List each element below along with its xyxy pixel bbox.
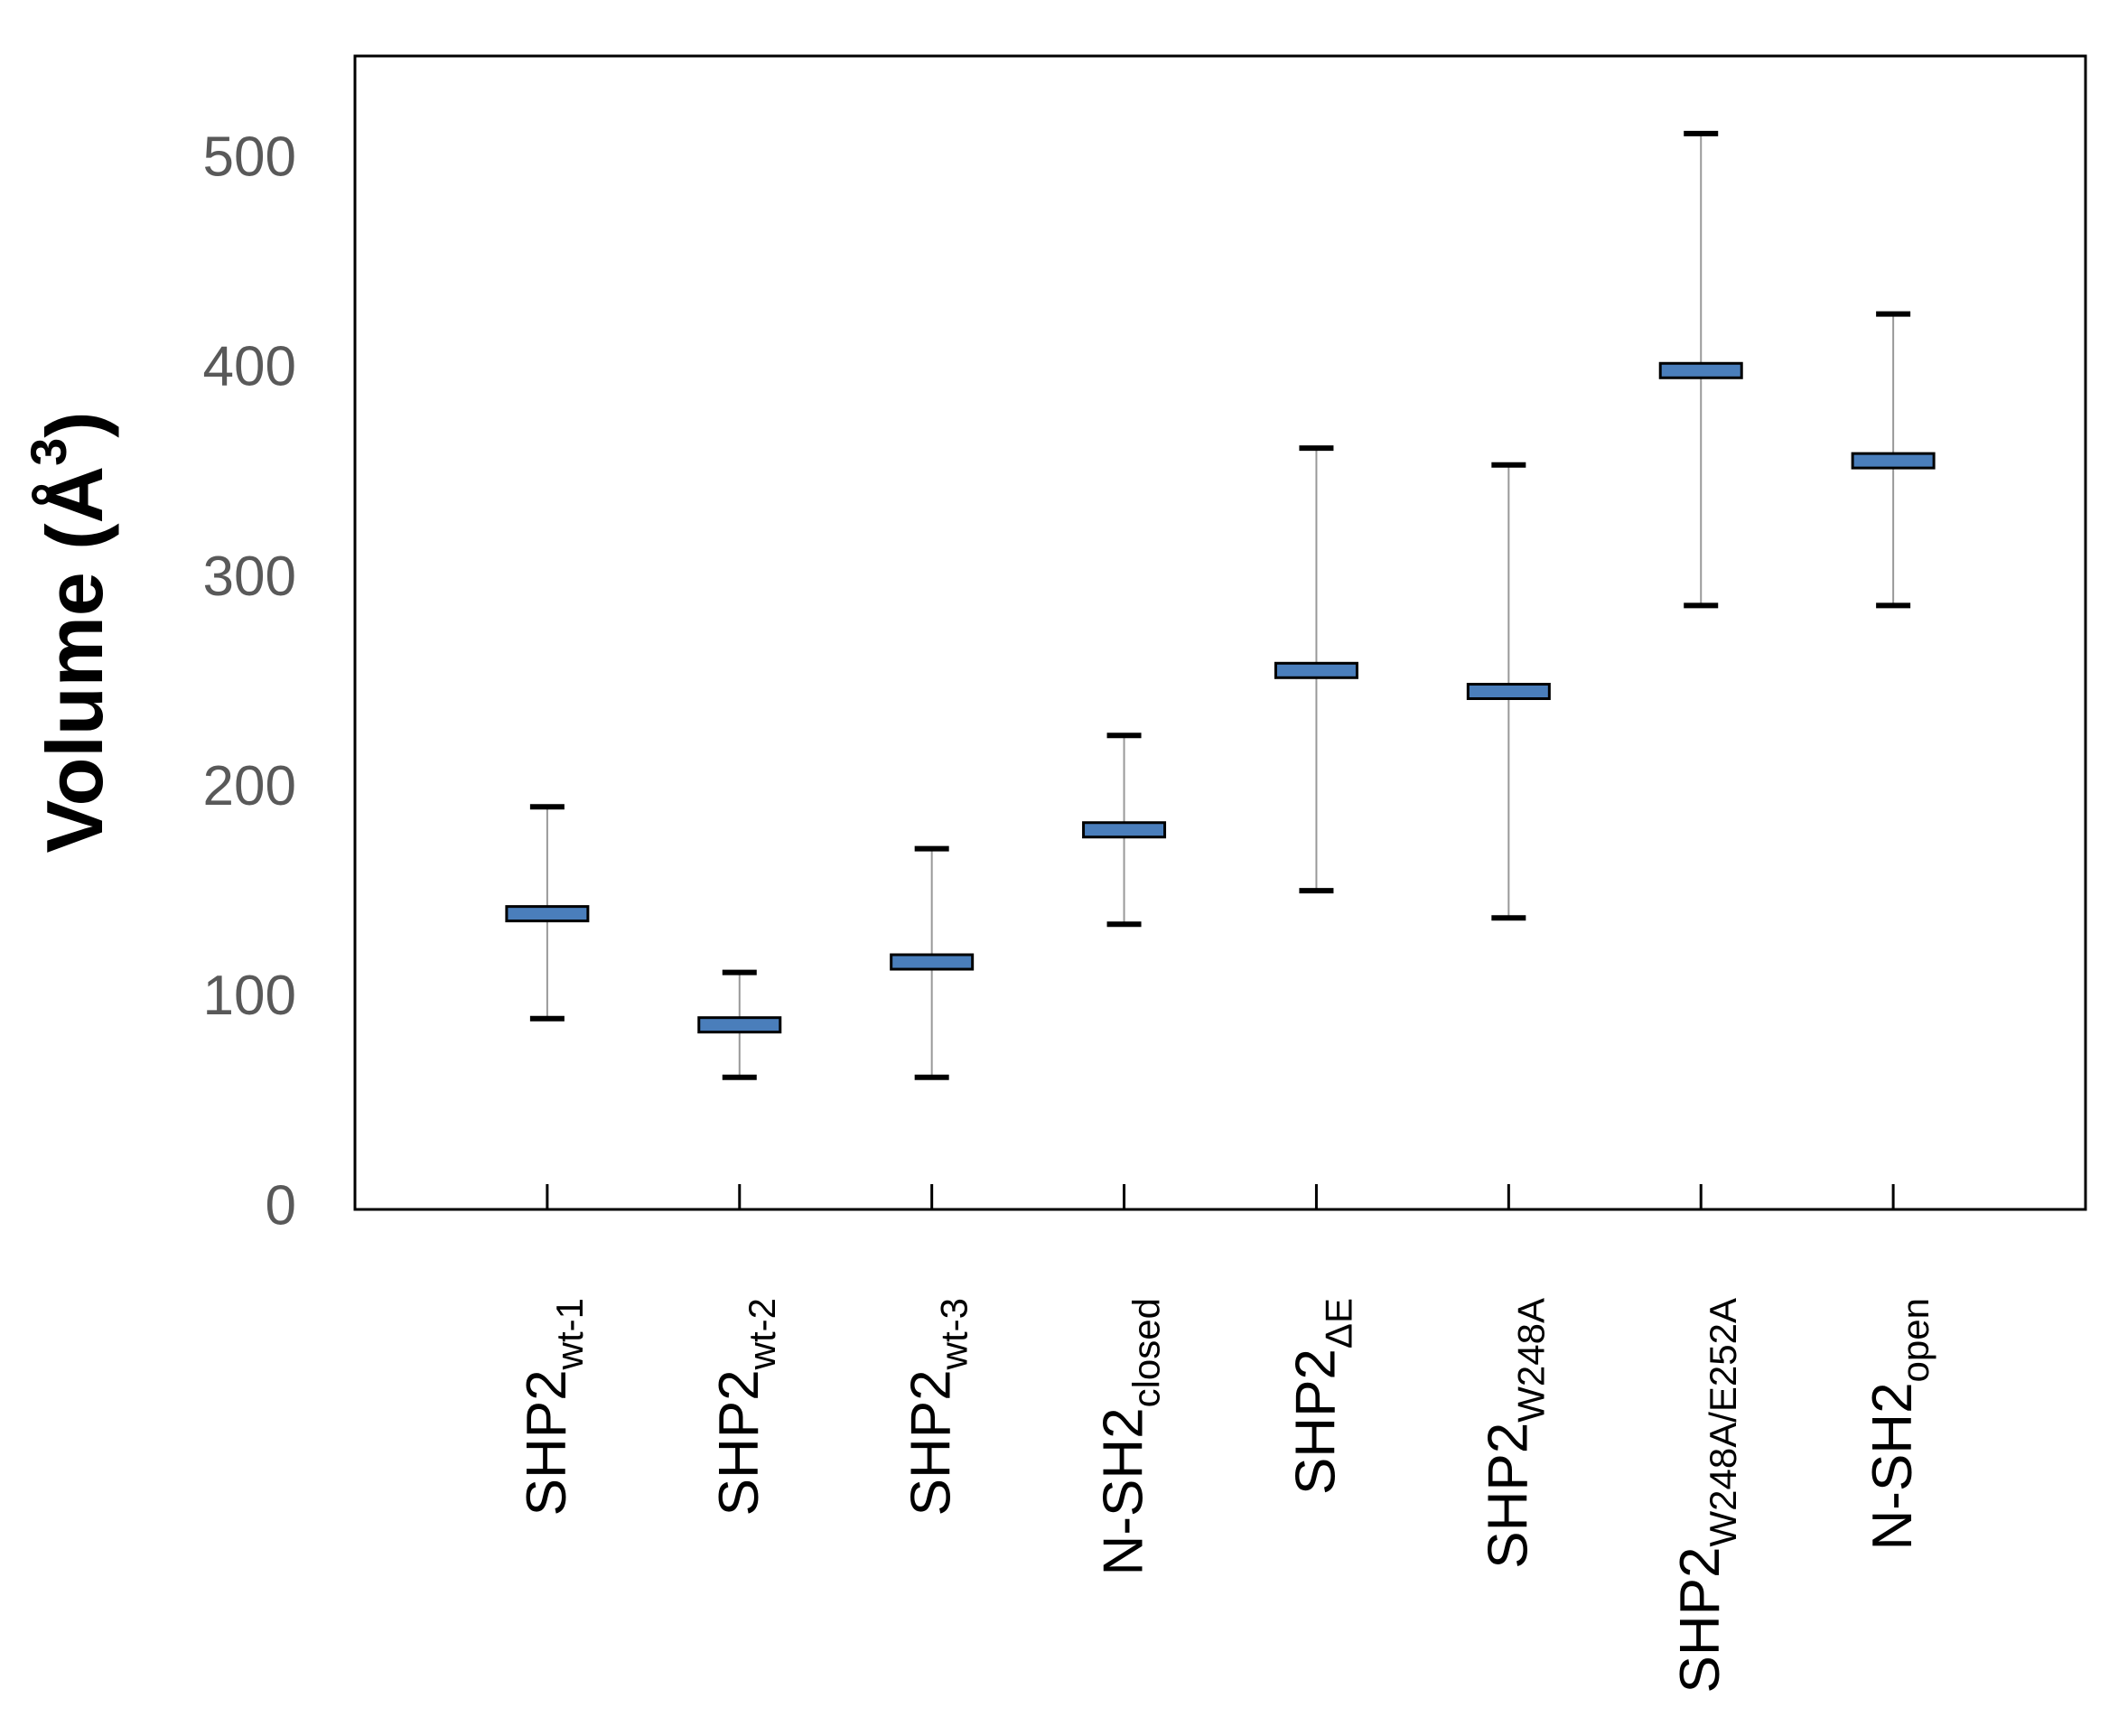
mean-marker — [1851, 452, 1936, 470]
x-tick-label-base: N-SH2 — [1093, 1407, 1155, 1575]
mean-marker — [1466, 683, 1551, 701]
x-tick-label-base: N-SH2 — [1862, 1382, 1924, 1550]
x-tick-label-sub: W248A/E252A — [1702, 1298, 1744, 1547]
x-tick-label-base: SHP2 — [1285, 1349, 1348, 1495]
x-tick-label-sub: closed — [1124, 1298, 1167, 1407]
x-tick-label-sub: W248A — [1509, 1298, 1552, 1423]
mean-marker — [505, 905, 590, 923]
y-tick-label: 300 — [203, 546, 296, 608]
x-tick-label-sub: open — [1894, 1298, 1936, 1382]
y-tick-label: 0 — [266, 1174, 296, 1237]
x-tick-label: N-SH2closed — [1093, 1298, 1167, 1575]
x-tick-label-base: SHP2 — [708, 1369, 770, 1516]
y-axis-label-superscript: 3 — [20, 438, 77, 466]
y-tick-label: 200 — [203, 755, 296, 817]
x-tick-label-base: SHP2 — [901, 1369, 963, 1516]
mean-marker — [1274, 661, 1358, 679]
y-tick-label: 400 — [203, 336, 296, 398]
x-tick-label: SHP2W248A/E252A — [1670, 1298, 1744, 1693]
mean-marker — [1082, 821, 1167, 839]
x-tick-label: SHP2W248A — [1478, 1298, 1552, 1569]
y-tick-label: 500 — [203, 126, 296, 188]
plot-frame — [353, 54, 2087, 1211]
x-tick-label: SHP2wt-1 — [516, 1298, 590, 1516]
x-tick-label-base: SHP2 — [1478, 1423, 1540, 1569]
x-tick-label: SHP2ΔE — [1285, 1298, 1359, 1495]
x-tick-label: N-SH2open — [1862, 1298, 1936, 1550]
y-axis-label: Volume (Å3) — [20, 411, 119, 853]
x-tick-label-sub: wt-3 — [932, 1298, 975, 1370]
x-tick-label-base: SHP2 — [516, 1369, 578, 1516]
mean-marker — [1658, 361, 1743, 379]
y-axis-label-close: ) — [30, 411, 119, 437]
y-axis-label-main: Volume (Å — [30, 466, 119, 854]
y-tick-label: 100 — [203, 965, 296, 1027]
mean-marker — [697, 1016, 782, 1034]
x-tick-label: SHP2wt-3 — [901, 1298, 975, 1516]
x-tick-label-sub: ΔE — [1317, 1298, 1359, 1349]
x-tick-label-sub: wt-2 — [740, 1298, 782, 1370]
x-tick-label-base: SHP2 — [1670, 1547, 1732, 1694]
x-tick-label: SHP2wt-2 — [708, 1298, 782, 1516]
mean-marker — [890, 953, 975, 971]
x-tick-label-sub: wt-1 — [547, 1298, 590, 1370]
